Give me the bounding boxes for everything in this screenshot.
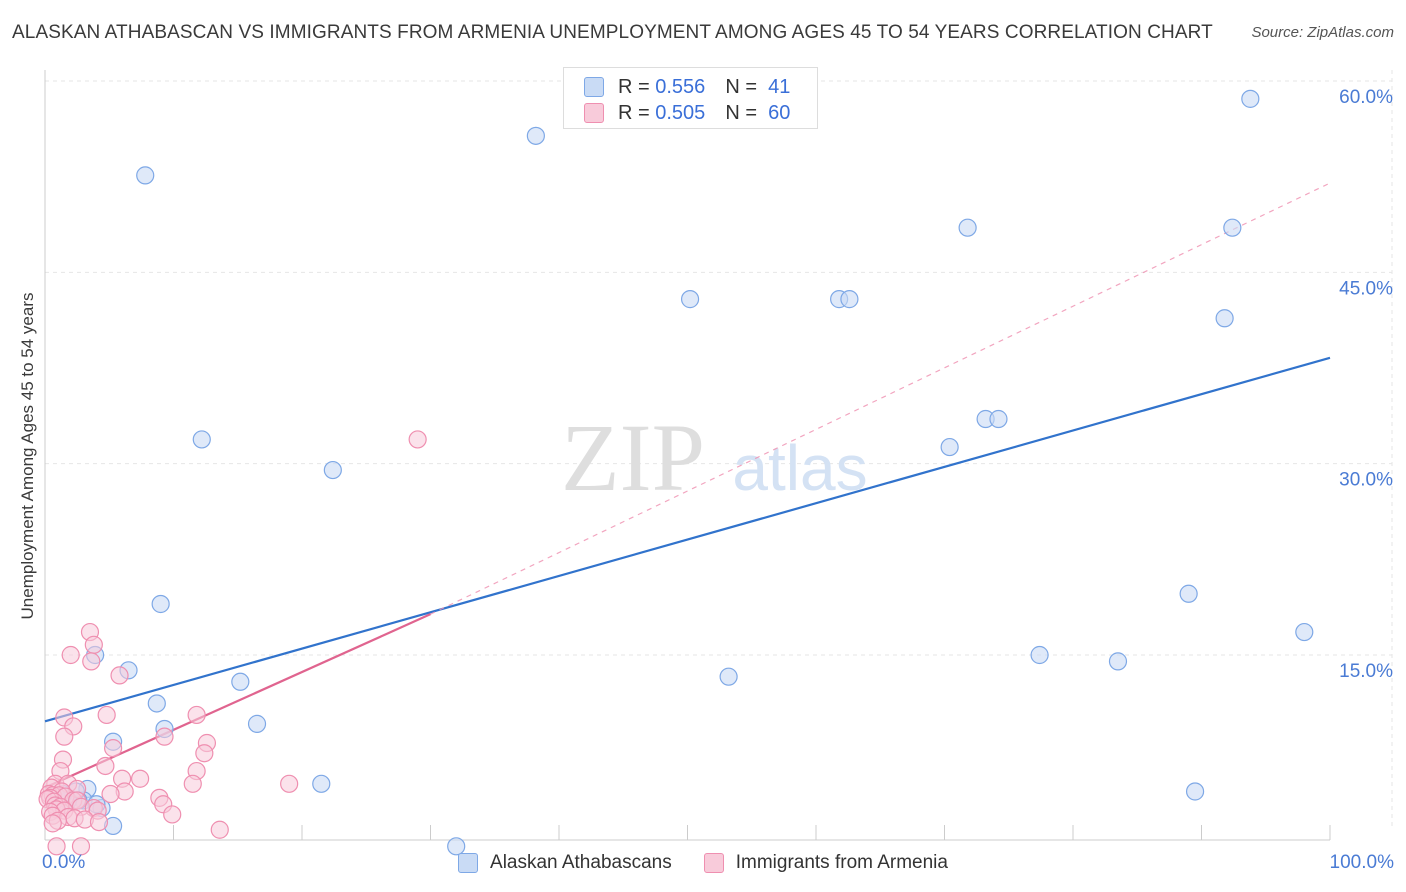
data-point-athabascan	[1179, 584, 1198, 603]
legend-n-value: 60	[768, 101, 791, 124]
data-point-athabascan	[526, 126, 545, 145]
data-point-armenia	[47, 837, 66, 856]
x-tick-min: 0.0%	[42, 852, 86, 873]
legend-item-immigrants-armenia: Immigrants from Armenia	[703, 852, 948, 874]
data-point-athabascan	[940, 437, 959, 457]
legend-swatch-blue	[584, 77, 604, 97]
data-point-armenia	[195, 744, 214, 763]
legend-swatch-pink	[703, 853, 724, 873]
data-point-armenia	[130, 769, 150, 788]
legend-r-value: 0.505	[655, 101, 706, 124]
legend-n-label: N =	[725, 101, 757, 124]
data-point-armenia	[101, 784, 120, 804]
data-point-athabascan	[1223, 218, 1242, 237]
data-point-athabascan	[136, 166, 155, 185]
data-point-athabascan	[447, 837, 466, 856]
data-point-athabascan	[958, 218, 977, 237]
data-point-athabascan	[192, 430, 211, 449]
legend-r-label: R =	[618, 75, 650, 98]
legend-row-blue: R = 0.556 N = 41	[584, 73, 790, 101]
data-point-armenia	[97, 705, 116, 725]
legend-n-value: 41	[768, 75, 791, 98]
data-point-athabascan	[323, 460, 342, 480]
watermark: ZIP atlas	[561, 404, 868, 511]
data-point-armenia	[110, 666, 129, 685]
data-point-athabascan	[719, 667, 738, 686]
trend-line-alaskan-athabascans	[44, 356, 1331, 723]
y-tick-label: 30.0%	[1339, 470, 1393, 491]
data-point-armenia	[61, 645, 80, 665]
data-point-armenia	[210, 820, 229, 839]
y-tick-labels: 15.0% 30.0% 45.0% 60.0%	[1339, 87, 1393, 682]
source-credit: Source: ZipAtlas.com	[1251, 24, 1394, 41]
series-legend: Alaskan Athabascans Immigrants from Arme…	[0, 852, 1406, 874]
data-point-armenia	[89, 812, 109, 832]
grid-lines	[45, 70, 1393, 830]
legend-item-alaskan-athabascans: Alaskan Athabascans	[458, 852, 672, 874]
data-point-athabascan	[312, 774, 331, 793]
series-immigrants-armenia	[38, 430, 427, 856]
y-tick-label: 60.0%	[1339, 87, 1393, 108]
x-tick-max: 100.0%	[1329, 852, 1394, 873]
legend-r-value: 0.556	[655, 75, 706, 98]
data-point-athabascan	[1241, 89, 1260, 108]
data-point-armenia	[187, 705, 206, 725]
data-point-armenia	[408, 430, 427, 449]
y-tick-label: 45.0%	[1339, 278, 1393, 299]
watermark-atlas: atlas	[732, 432, 867, 504]
data-point-armenia	[82, 652, 101, 671]
data-point-armenia	[155, 727, 174, 746]
data-point-armenia	[71, 837, 91, 856]
y-tick-label: 15.0%	[1339, 661, 1393, 682]
legend-label: Immigrants from Armenia	[735, 852, 948, 873]
data-point-armenia	[55, 727, 74, 746]
legend-swatch-pink	[584, 103, 604, 123]
data-point-athabascan	[680, 290, 700, 309]
data-point-armenia	[43, 814, 62, 833]
data-point-athabascan	[151, 594, 170, 614]
axes	[44, 70, 1331, 841]
legend-label: Alaskan Athabascans	[490, 852, 672, 873]
trend-line-armenia-extension	[430, 182, 1331, 615]
data-point-armenia	[163, 805, 182, 824]
data-point-armenia	[280, 774, 299, 793]
data-point-athabascan	[231, 672, 250, 691]
legend-row-pink: R = 0.505 N = 60	[584, 99, 790, 127]
data-point-athabascan	[1108, 652, 1128, 671]
chart-title: ALASKAN ATHABASCAN VS IMMIGRANTS FROM AR…	[12, 22, 1213, 43]
data-point-armenia	[96, 756, 115, 776]
data-point-armenia	[104, 739, 123, 758]
legend-swatch-blue	[458, 853, 479, 873]
watermark-zip: ZIP	[561, 404, 705, 511]
data-point-armenia	[183, 774, 202, 793]
legend-r-label: R =	[618, 101, 650, 124]
data-point-athabascan	[989, 409, 1008, 429]
data-point-athabascan	[1215, 309, 1234, 328]
data-point-athabascan	[1185, 782, 1205, 801]
data-point-armenia	[84, 635, 103, 654]
data-point-athabascan	[1030, 645, 1049, 665]
y-axis-label: Unemployment Among Ages 45 to 54 years	[18, 292, 37, 620]
data-point-athabascan	[147, 694, 166, 713]
data-point-athabascan	[840, 290, 859, 309]
legend-n-label: N =	[725, 75, 757, 98]
data-point-athabascan	[1295, 622, 1314, 642]
correlation-legend: R = 0.556 N = 41 R = 0.505 N = 60	[563, 67, 818, 129]
data-point-athabascan	[247, 714, 267, 733]
